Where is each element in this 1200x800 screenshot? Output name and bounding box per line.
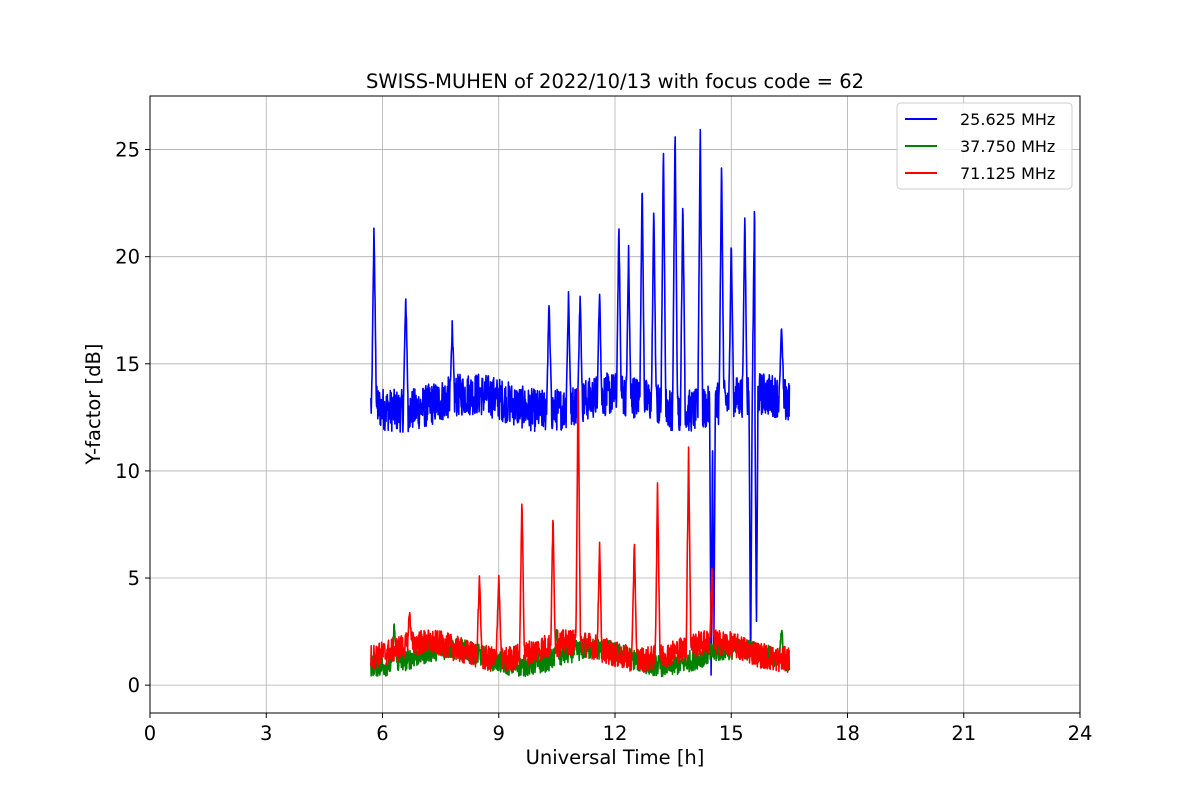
series-line-2 <box>370 388 791 673</box>
legend-label: 37.750 MHz <box>960 137 1055 156</box>
x-tick-label: 0 <box>144 722 156 745</box>
y-tick-label: 5 <box>128 567 140 590</box>
y-tick-label: 15 <box>115 353 140 376</box>
y-tick-label: 0 <box>128 674 140 697</box>
chart-title: SWISS-MUHEN of 2022/10/13 with focus cod… <box>366 70 864 93</box>
x-tick-label: 24 <box>1068 722 1093 745</box>
x-tick-label: 12 <box>603 722 628 745</box>
x-axis-label: Universal Time [h] <box>526 746 705 769</box>
series-line-0 <box>370 128 791 676</box>
x-tick-label: 21 <box>951 722 976 745</box>
x-axis-ticks: 0 3 6 9 12 15 18 21 24 <box>144 713 1093 745</box>
x-tick-label: 9 <box>493 722 505 745</box>
legend-label: 25.625 MHz <box>960 110 1055 129</box>
y-tick-label: 20 <box>115 246 140 269</box>
x-tick-label: 18 <box>835 722 860 745</box>
x-tick-label: 6 <box>376 722 388 745</box>
legend: 25.625 MHz 37.750 MHz 71.125 MHz <box>896 102 1073 190</box>
x-tick-label: 3 <box>260 722 272 745</box>
y-tick-label: 10 <box>115 460 140 483</box>
legend-label: 71.125 MHz <box>960 164 1055 183</box>
y-axis-label: Y-factor [dB] <box>82 344 105 466</box>
series-lines <box>370 128 791 678</box>
y-axis-ticks: 0 5 10 15 20 25 <box>115 139 150 697</box>
legend-box <box>896 102 1073 190</box>
y-tick-label: 25 <box>115 139 140 162</box>
x-tick-label: 15 <box>719 722 744 745</box>
